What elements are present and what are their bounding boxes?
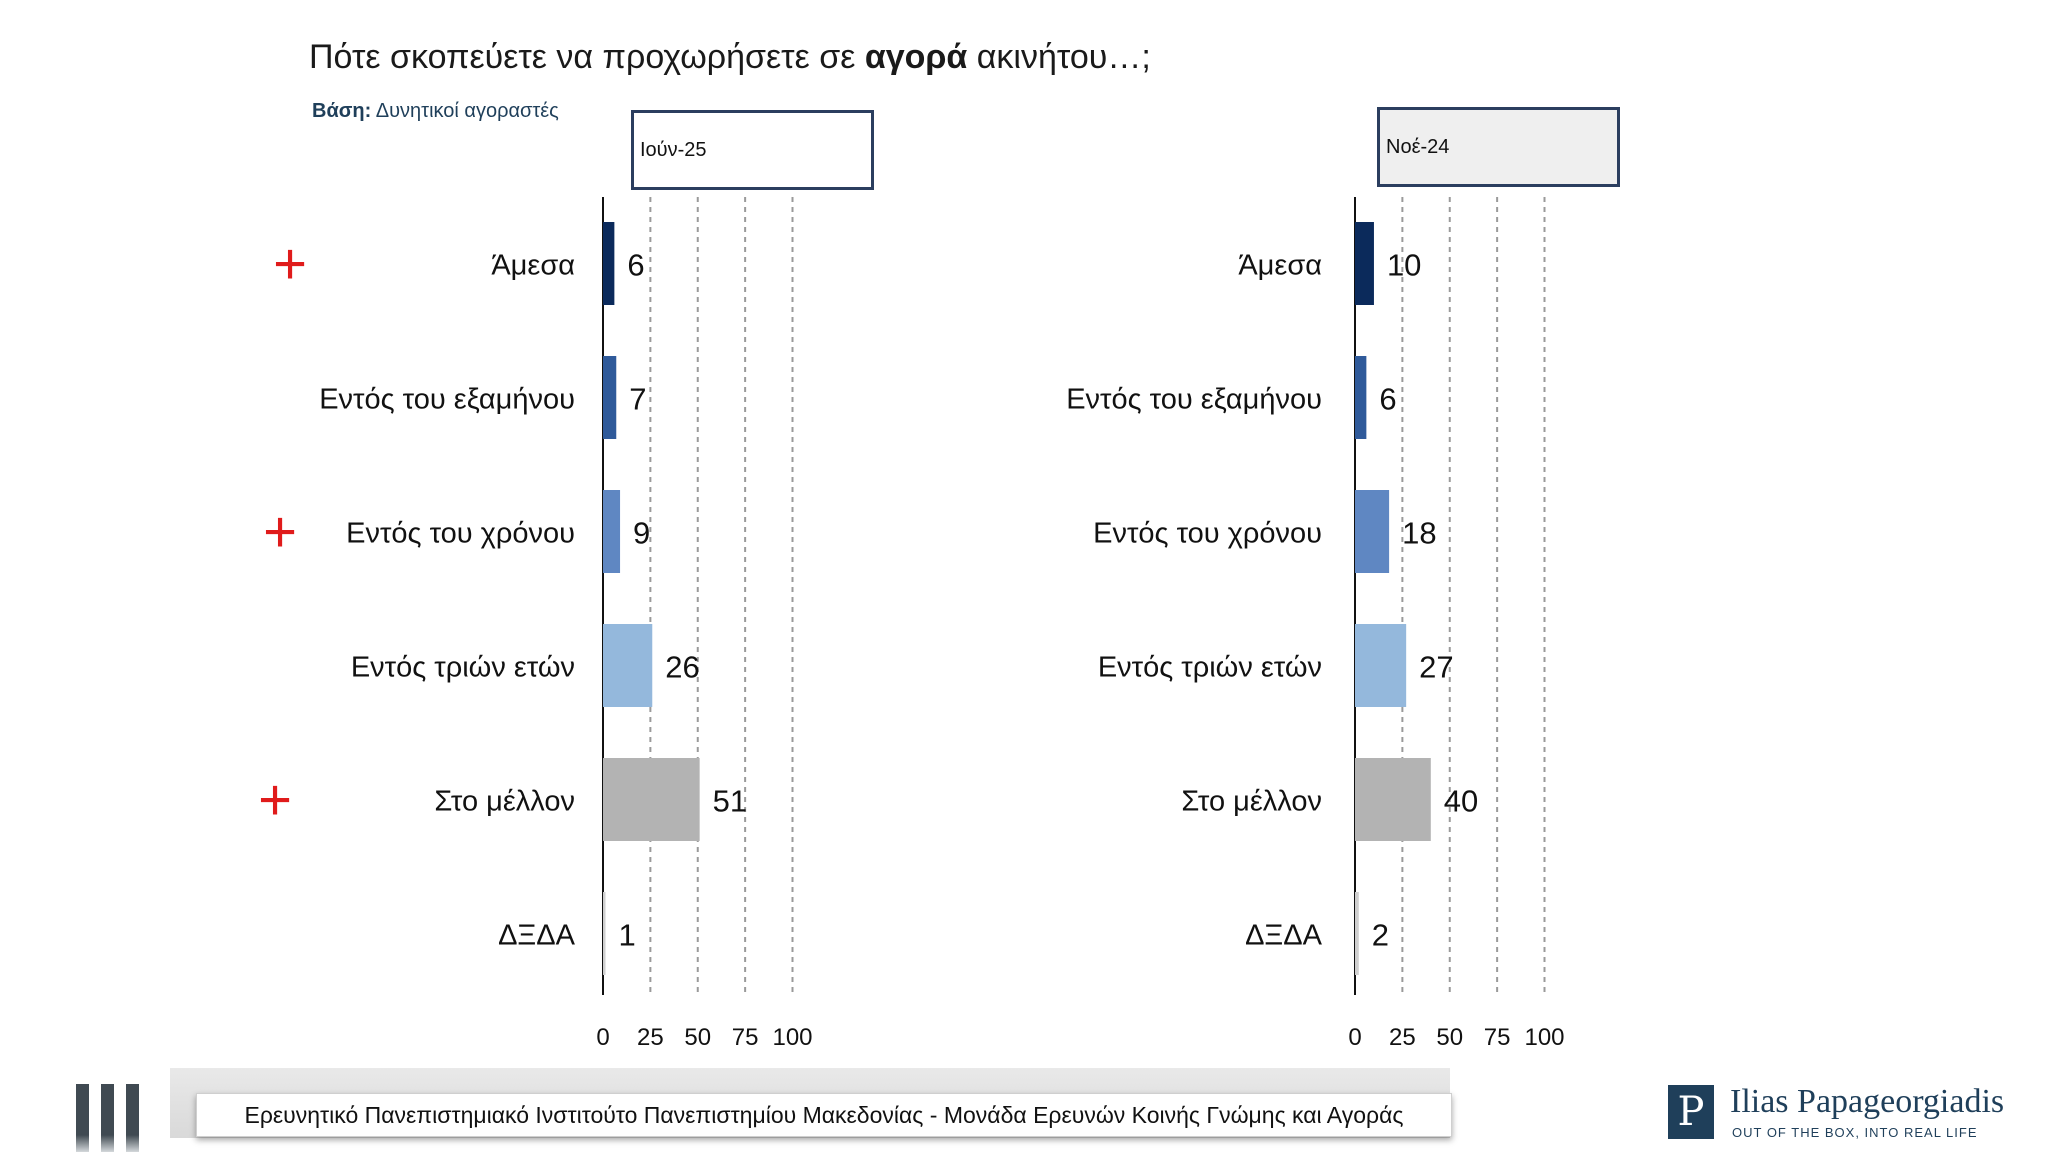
x-tick-left: 0: [596, 1024, 609, 1051]
institute-logo: [76, 1084, 140, 1152]
x-tick-right: 0: [1348, 1024, 1361, 1051]
base-note: Βάση: Δυνητικοί αγοραστές: [312, 100, 559, 123]
title-emphasis: αγορά: [864, 38, 968, 76]
bar-right: [1355, 892, 1359, 975]
bar-left: [603, 222, 615, 305]
bar-right: [1355, 490, 1390, 573]
significance-plus-icon: +: [273, 232, 307, 297]
brand-name: Ilias Papageorgiadis: [1730, 1083, 2005, 1120]
x-tick-right: 50: [1436, 1024, 1463, 1051]
x-tick-right: 100: [1524, 1024, 1564, 1051]
base-label: Βάση:: [312, 100, 372, 122]
bar-right: [1355, 624, 1407, 707]
category-label-left: Εντός του χρόνου: [346, 518, 575, 550]
bar-left: [603, 624, 653, 707]
brand-tagline: OUT OF THE BOX, INTO REAL LIFE: [1732, 1125, 1978, 1140]
bar-right: [1355, 758, 1431, 841]
data-label-left: 6: [627, 248, 644, 283]
data-label-right: 18: [1402, 516, 1436, 551]
bar-right: [1355, 356, 1367, 439]
data-label-right: 40: [1444, 784, 1478, 819]
footer-institute: Ερευνητικό Πανεπιστημιακό Ινστιτούτο Παν…: [196, 1093, 1452, 1137]
brand-logo: P Ilias Papageorgiadis OUT OF THE BOX, I…: [1668, 1083, 2028, 1143]
data-label-left: 26: [665, 650, 699, 685]
period-label-left: Ιούν-25: [631, 110, 874, 190]
title-prefix: Πότε σκοπεύετε να προχωρήσετε σε: [309, 38, 865, 76]
chart-title: Πότε σκοπεύετε να προχωρήσετε σε αγορά α…: [309, 38, 1151, 77]
category-label-right: ΔΞΔΑ: [1245, 920, 1323, 952]
x-tick-left: 25: [637, 1024, 664, 1051]
category-label-right: Άμεσα: [1238, 250, 1322, 282]
data-label-left: 7: [629, 382, 646, 417]
category-label-left: Εντός τριών ετών: [351, 652, 575, 684]
category-label-right: Εντός του χρόνου: [1093, 518, 1322, 550]
data-label-right: 6: [1379, 382, 1396, 417]
category-label-left: Άμεσα: [491, 250, 575, 282]
category-label-left: ΔΞΔΑ: [498, 920, 576, 952]
data-label-right: 27: [1419, 650, 1453, 685]
category-label-right: Εντός του εξαμήνου: [1066, 384, 1322, 416]
bar-right: [1355, 222, 1374, 305]
category-label-left: Εντός του εξαμήνου: [319, 384, 575, 416]
data-label-left: 9: [633, 516, 650, 551]
x-tick-left: 75: [732, 1024, 759, 1051]
data-label-left: 51: [713, 784, 747, 819]
significance-plus-icon: +: [263, 500, 297, 565]
x-tick-right: 25: [1389, 1024, 1416, 1051]
data-label-left: 1: [619, 918, 636, 953]
significance-plus-icon: +: [258, 768, 292, 833]
bar-left: [603, 490, 621, 573]
category-label-right: Εντός τριών ετών: [1098, 652, 1322, 684]
category-label-right: Στο μέλλον: [1181, 786, 1322, 818]
title-suffix: ακινήτου…;: [967, 38, 1151, 76]
bar-left: [603, 758, 700, 841]
bar-left: [603, 892, 606, 975]
x-tick-left: 100: [772, 1024, 812, 1051]
bar-left: [603, 356, 617, 439]
base-text: Δυνητικοί αγοραστές: [371, 100, 559, 122]
brand-mark: P: [1668, 1085, 1714, 1139]
x-tick-right: 75: [1484, 1024, 1511, 1051]
category-label-left: Στο μέλλον: [434, 786, 575, 818]
x-tick-left: 50: [684, 1024, 711, 1051]
period-label-right: Νοέ-24: [1377, 107, 1620, 187]
data-label-right: 2: [1372, 918, 1389, 953]
data-label-right: 10: [1387, 248, 1421, 283]
